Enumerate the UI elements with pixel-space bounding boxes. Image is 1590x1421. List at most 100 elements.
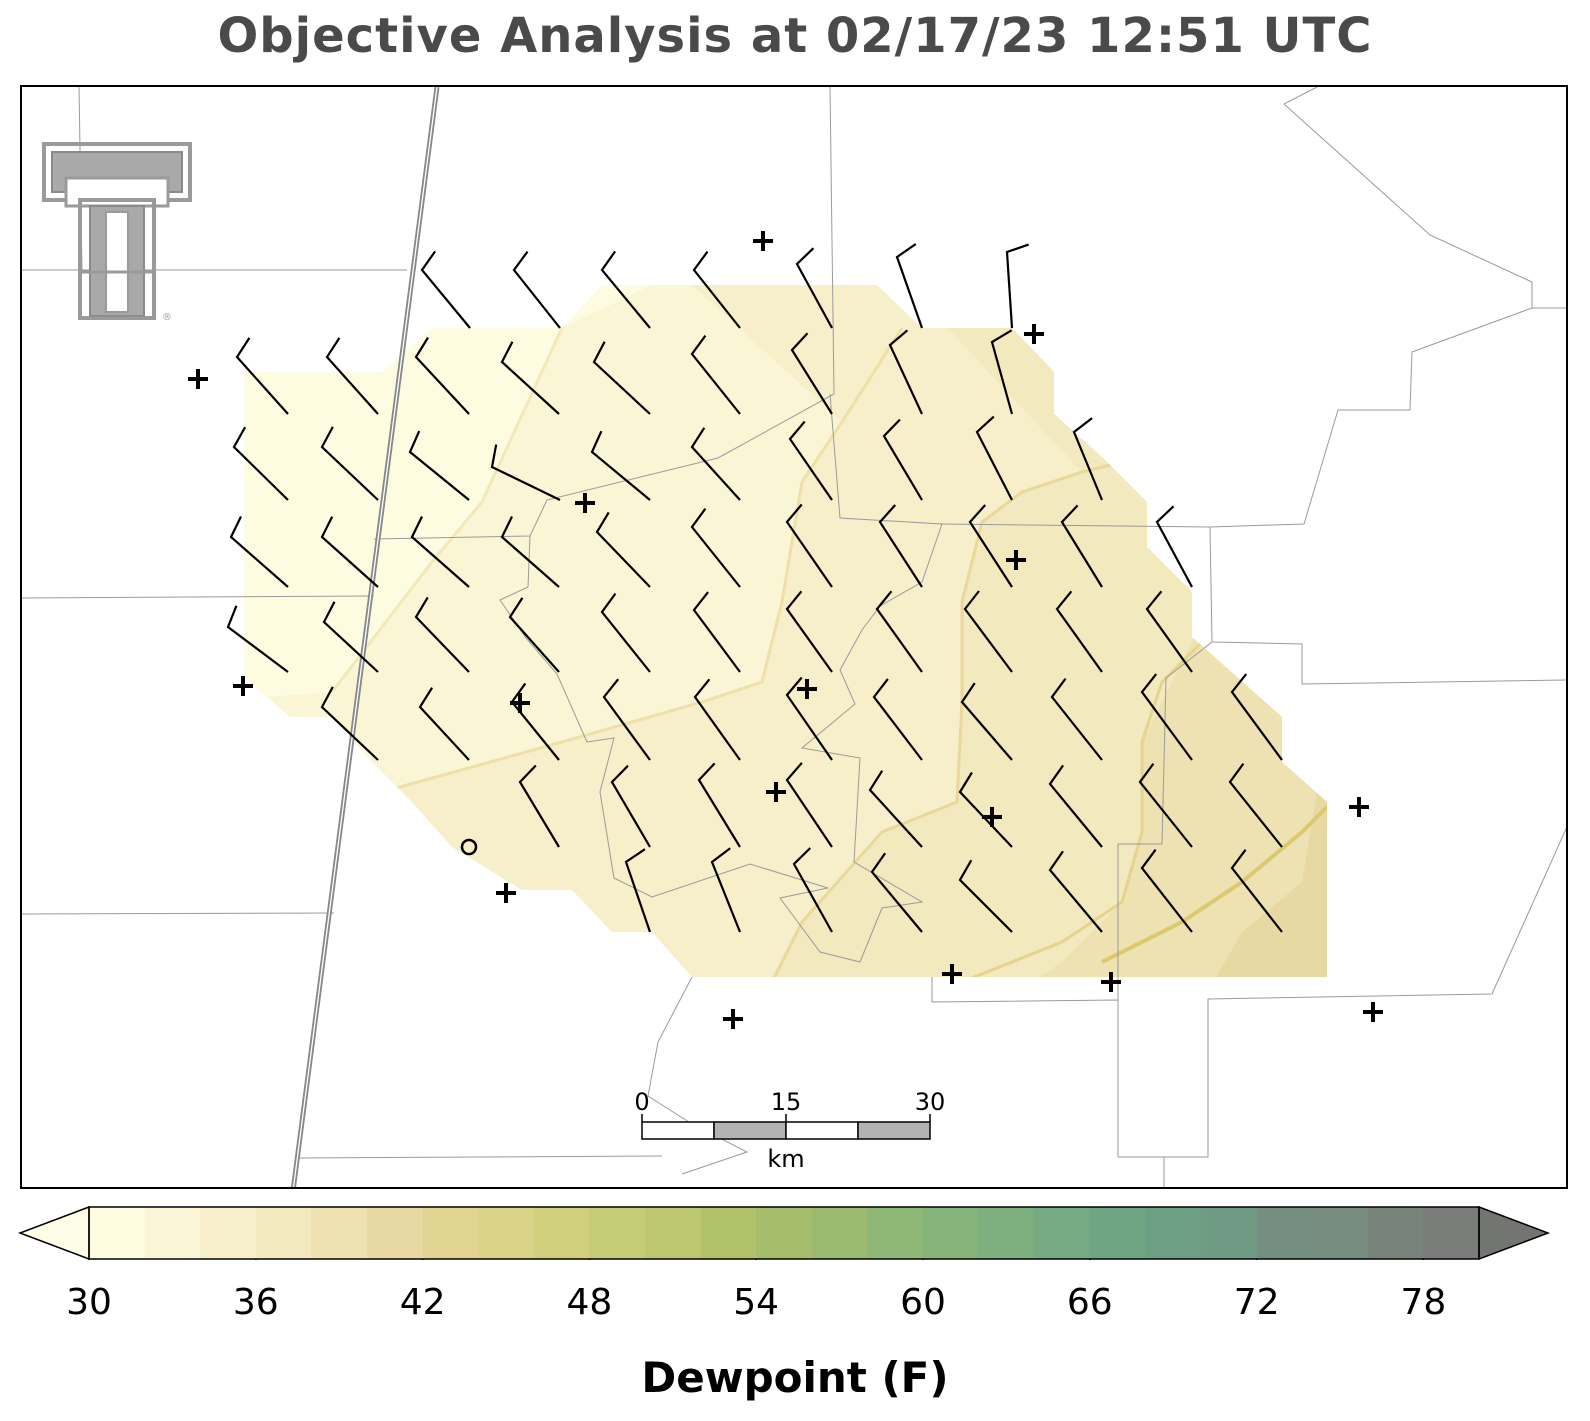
wind-barb: [322, 601, 379, 673]
wind-barb: [872, 678, 923, 761]
colorbar-cell: [367, 1207, 424, 1259]
scale-bar: 0 15 30 km: [634, 1088, 945, 1173]
colorbar-cell: [1367, 1207, 1424, 1259]
wind-barb: [785, 676, 833, 761]
colorbar-tick-label: 48: [566, 1282, 613, 1323]
wind-barb: [1228, 762, 1283, 848]
wind-barb: [418, 687, 470, 761]
wind-barb: [990, 329, 1014, 415]
wind-barb: [968, 504, 1013, 588]
station-marker: [1006, 550, 1026, 570]
county-boundaries: [22, 87, 1566, 1187]
wind-barb: [500, 516, 560, 588]
colorbar-cell: [978, 1207, 1035, 1259]
colorbar-tick-label: 42: [399, 1282, 446, 1323]
colorbar-cell: [478, 1207, 535, 1259]
wind-barb: [420, 250, 471, 329]
wind-barb: [1048, 764, 1103, 848]
wind-barb: [1048, 850, 1103, 933]
wind-barb: [958, 859, 1013, 933]
colorbar-cell: [756, 1207, 813, 1259]
colorbar-cell: [200, 1207, 257, 1259]
wind-barb: [958, 771, 1013, 848]
wind-barb: [610, 764, 651, 848]
wind-barb: [508, 597, 560, 673]
wind-barb: [792, 847, 833, 933]
wind-barb: [226, 605, 289, 673]
wind-barb: [878, 504, 923, 588]
colorbar-cell: [1034, 1207, 1091, 1259]
station-markers: [188, 231, 1383, 1029]
wind-barb: [690, 507, 741, 588]
wind-barb: [602, 678, 651, 761]
colorbar-cell: [645, 1207, 702, 1259]
colorbar-cell: [700, 1207, 757, 1259]
wind-barb: [963, 590, 1013, 673]
wind-barb: [512, 250, 561, 329]
colorbar-label: Dewpoint (F): [641, 1353, 949, 1402]
wind-barb: [1145, 590, 1193, 673]
colorbar-cell: [422, 1207, 479, 1259]
wind-barb: [1072, 417, 1104, 501]
colorbar-tick-label: 30: [66, 1282, 112, 1323]
wind-barb: [235, 337, 289, 415]
wind-barb: [408, 430, 470, 501]
wind-barb: [960, 682, 1013, 761]
wind-barb: [1055, 590, 1103, 673]
wind-barb: [590, 430, 651, 501]
map-frame: ® 0 15 30 km: [20, 85, 1568, 1189]
wind-barb: [882, 418, 923, 501]
analysis-region: [244, 285, 1327, 977]
wind-barb: [875, 590, 923, 673]
colorbar-cell: [1089, 1207, 1146, 1259]
wind-barb: [710, 847, 742, 933]
wind-barb: [690, 334, 741, 415]
station-marker: [1363, 1002, 1383, 1022]
colorbar-cell: [923, 1207, 980, 1259]
wind-barb: [595, 511, 651, 588]
colorbar-cell: [144, 1207, 201, 1259]
station-marker: [1024, 324, 1044, 344]
colorbar-tick-label: 36: [232, 1282, 279, 1323]
wind-barb: [785, 762, 833, 848]
wind-barb: [518, 764, 560, 848]
wind-barb: [600, 592, 651, 673]
wind-barb: [490, 444, 561, 501]
station-marker: [753, 231, 773, 251]
wind-barb: [790, 332, 833, 415]
map-canvas: ® 0 15 30 km: [22, 87, 1566, 1187]
wind-barb: [1005, 243, 1029, 329]
scale-unit: km: [767, 1145, 804, 1173]
wind-barb: [868, 770, 923, 848]
colorbar-tick-label: 60: [900, 1282, 946, 1323]
wind-barb: [500, 341, 560, 415]
wind-barb: [1138, 762, 1193, 848]
wind-barb: [795, 247, 833, 329]
svg-text:®: ®: [162, 312, 172, 323]
station-marker: [575, 493, 595, 513]
state-boundary: [291, 87, 440, 1187]
station-marker: [982, 807, 1002, 827]
colorbar-tick-label: 66: [1066, 1282, 1113, 1323]
wind-barb: [600, 250, 651, 329]
wind-barb: [320, 686, 379, 761]
wind-barb: [785, 590, 833, 673]
station-marker: [496, 883, 516, 903]
wind-barb: [414, 337, 470, 415]
wind-barb: [1230, 673, 1283, 761]
scale-label-0: 0: [634, 1088, 649, 1116]
wind-barb: [1155, 505, 1193, 588]
wind-barb: [1050, 677, 1103, 761]
scale-label-30: 30: [915, 1088, 946, 1116]
wind-barb: [692, 250, 741, 329]
wind-barb: [592, 341, 651, 415]
texas-tech-logo: ®: [42, 142, 192, 323]
station-marker: [766, 782, 786, 802]
station-marker: [942, 964, 962, 984]
colorbar-cell: [533, 1207, 590, 1259]
wind-barb: [895, 243, 924, 329]
station-marker: [1349, 797, 1369, 817]
colorbar-over-arrow: [1478, 1205, 1551, 1260]
wind-barb: [232, 426, 289, 501]
page-title: Objective Analysis at 02/17/23 12:51 UTC: [217, 8, 1373, 64]
